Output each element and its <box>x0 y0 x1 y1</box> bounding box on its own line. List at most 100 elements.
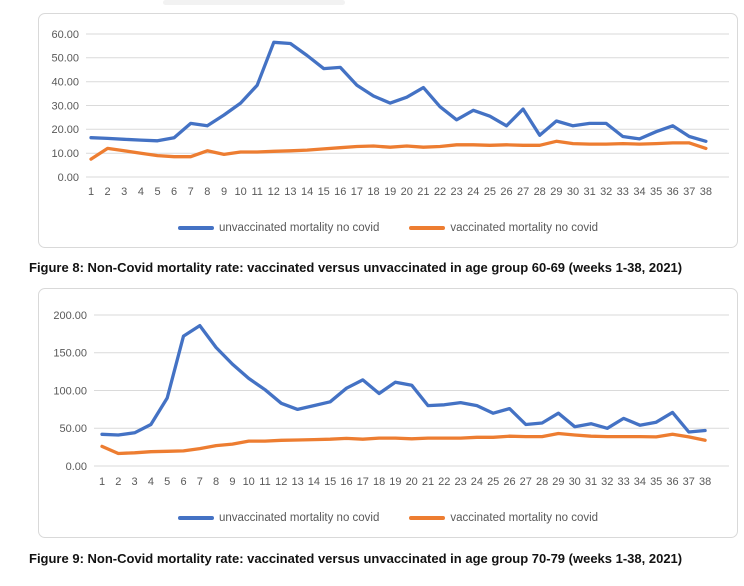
x-tick-label: 11 <box>251 186 262 198</box>
figure8-chart-panel: 0.00 10.00 20.00 30.00 40.00 50.00 60.00 1 2 3 4 5 6… <box>38 13 738 248</box>
x-tick-label: 6 <box>171 186 177 198</box>
vaccinated-legend-label: vaccinated mortality no covid <box>450 512 599 524</box>
figure8-caption: Figure 8: Non-Covid mortality rate: vacc… <box>29 260 683 275</box>
x-tick-label: 12 <box>275 476 287 488</box>
x-tick-label: 2 <box>115 476 121 488</box>
x-tick-label: 23 <box>450 186 462 198</box>
x-tick-label: 8 <box>213 476 219 488</box>
x-tick-label: 19 <box>389 476 401 488</box>
cropped-content-artifact <box>163 0 345 5</box>
x-tick-label: 37 <box>683 186 695 198</box>
x-tick-label: 31 <box>585 476 597 488</box>
x-tick-label: 14 <box>308 476 320 488</box>
x-tick-label: 18 <box>373 476 385 488</box>
x-tick-label: 14 <box>301 186 313 198</box>
x-tick-label: 29 <box>550 186 562 198</box>
x-tick-label: 33 <box>617 186 629 198</box>
y-tick-label: 0.00 <box>58 172 79 184</box>
unvaccinated-line-swatch <box>177 516 214 520</box>
x-tick-label: 10 <box>234 186 246 198</box>
x-tick-label: 36 <box>666 476 678 488</box>
x-tick-label: 30 <box>567 186 579 198</box>
x-tick-label: 32 <box>600 186 612 198</box>
y-tick-label: 30.00 <box>51 100 79 112</box>
x-tick-label: 22 <box>438 476 450 488</box>
x-tick-label: 31 <box>583 186 595 198</box>
unvaccinated-series-line <box>100 323 707 437</box>
figure9-chart-panel: 0.00 50.00 100.00 150.00 200.00 1 2 3 4 5 6 7 8 9 10 11… <box>38 288 738 538</box>
y-tick-label: 40.00 <box>51 77 79 89</box>
x-tick-label: 33 <box>617 476 629 488</box>
x-tick-label: 8 <box>204 186 210 198</box>
x-tick-label: 32 <box>601 476 613 488</box>
x-tick-label: 21 <box>417 186 429 198</box>
x-tick-label: 9 <box>229 476 235 488</box>
legend-item-unvaccinated: unvaccinated mortality no covid <box>177 512 380 524</box>
y-tick-label: 60.00 <box>51 29 79 41</box>
x-tick-label: 27 <box>520 476 532 488</box>
x-tick-label: 1 <box>99 476 105 488</box>
unvaccinated-series-line <box>89 40 708 143</box>
x-tick-label: 23 <box>454 476 466 488</box>
x-tick-label: 18 <box>367 186 379 198</box>
y-tick-label: 0.00 <box>66 461 87 473</box>
x-tick-label: 24 <box>471 476 483 488</box>
y-tick-label: 200.00 <box>53 310 87 322</box>
x-tick-label: 29 <box>552 476 564 488</box>
x-tick-label: 17 <box>357 476 369 488</box>
vaccinated-series-line <box>89 139 708 161</box>
x-tick-label: 28 <box>534 186 546 198</box>
x-tick-label: 37 <box>683 476 695 488</box>
y-tick-label: 10.00 <box>51 148 79 160</box>
y-tick-label: 100.00 <box>53 385 87 397</box>
x-tick-label: 35 <box>650 186 662 198</box>
x-tick-label: 3 <box>132 476 138 488</box>
legend-item-vaccinated: vaccinated mortality no covid <box>409 512 598 524</box>
vaccinated-series-line <box>100 431 707 456</box>
x-tick-label: 7 <box>188 186 194 198</box>
x-tick-label: 30 <box>569 476 581 488</box>
x-tick-label: 28 <box>536 476 548 488</box>
x-tick-label: 1 <box>88 186 94 198</box>
x-tick-label: 24 <box>467 186 479 198</box>
unvaccinated-legend-label: unvaccinated mortality no covid <box>218 512 380 524</box>
x-tick-label: 5 <box>154 186 160 198</box>
x-tick-label: 26 <box>500 186 512 198</box>
x-tick-label: 38 <box>700 186 712 198</box>
x-tick-label: 15 <box>318 186 330 198</box>
x-tick-label: 13 <box>291 476 303 488</box>
x-tick-label: 20 <box>401 186 413 198</box>
x-tick-label: 26 <box>503 476 515 488</box>
x-tick-label: 22 <box>434 186 446 198</box>
x-tick-label: 11 <box>259 476 270 488</box>
unvaccinated-line-swatch <box>177 226 214 230</box>
x-tick-label: 4 <box>148 476 154 488</box>
y-tick-label: 150.00 <box>53 348 87 360</box>
y-tick-label: 50.00 <box>51 53 79 65</box>
x-tick-label: 16 <box>334 186 346 198</box>
x-tick-label: 7 <box>197 476 203 488</box>
x-tick-label: 36 <box>667 186 679 198</box>
legend-item-vaccinated: vaccinated mortality no covid <box>409 222 598 234</box>
x-tick-label: 15 <box>324 476 336 488</box>
x-tick-label: 3 <box>121 186 127 198</box>
x-tick-label: 17 <box>351 186 363 198</box>
x-tick-label: 27 <box>517 186 529 198</box>
x-tick-label: 35 <box>650 476 662 488</box>
x-tick-label: 16 <box>340 476 352 488</box>
x-tick-label: 34 <box>634 476 646 488</box>
unvaccinated-legend-label: unvaccinated mortality no covid <box>218 222 380 234</box>
x-tick-label: 5 <box>164 476 170 488</box>
x-tick-label: 9 <box>221 186 227 198</box>
vaccinated-legend-label: vaccinated mortality no covid <box>450 222 599 234</box>
x-tick-label: 21 <box>422 476 434 488</box>
x-tick-label: 10 <box>243 476 255 488</box>
legend-item-unvaccinated: unvaccinated mortality no covid <box>177 222 380 234</box>
x-tick-label: 4 <box>138 186 144 198</box>
x-tick-label: 34 <box>633 186 645 198</box>
figure9-legend: unvaccinated mortality no covid vaccinat… <box>39 512 737 524</box>
figure9-caption: Figure 9: Non-Covid mortality rate: vacc… <box>29 551 683 566</box>
